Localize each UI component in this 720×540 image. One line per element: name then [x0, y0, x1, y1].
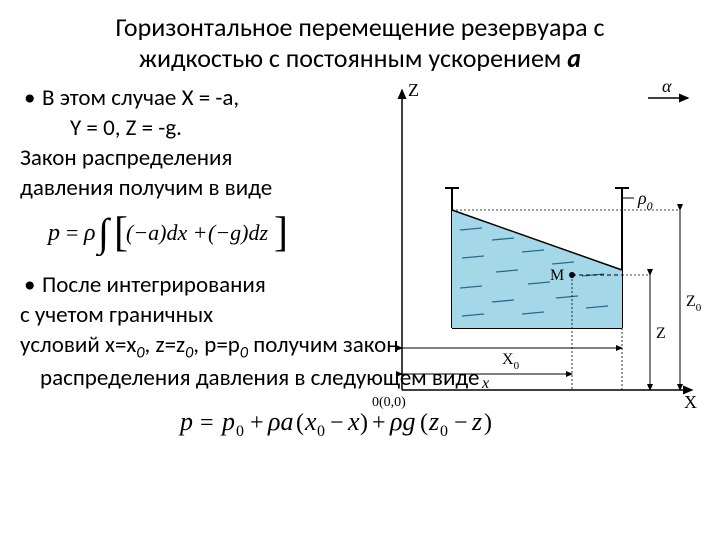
f1-t1: (−a)dx	[126, 220, 187, 245]
tank-diagram: Z X 0(0,0) α ρ0 M X	[372, 80, 702, 420]
z-axis-label: Z	[408, 80, 419, 100]
svg-text:x: x	[347, 407, 360, 436]
origin-label: 0(0,0)	[372, 395, 406, 410]
svg-text:0: 0	[440, 423, 448, 440]
x-axis-label: X	[684, 392, 697, 412]
x0-label: X0	[502, 351, 520, 372]
f1-rho: ρ	[83, 220, 96, 246]
title-line2: жидкостью с постоянным ускорением	[139, 42, 567, 74]
svg-text:−: −	[330, 410, 344, 436]
title-line1: Горизонтальное перемещение резервуара с	[116, 11, 605, 43]
svg-text:x: x	[304, 407, 317, 436]
svg-text:): )	[360, 410, 368, 436]
svg-text:+: +	[250, 410, 264, 436]
f1-t2: (−g)dz	[208, 220, 268, 245]
svg-text:(: (	[296, 410, 304, 436]
f1-eq: =	[66, 220, 78, 245]
title-accel: a	[567, 42, 581, 74]
z-label: Z	[656, 325, 666, 342]
slide-title: Горизонтальное перемещение резервуара с …	[20, 12, 700, 74]
svg-text:0: 0	[317, 423, 325, 440]
z0-label: Z0	[686, 293, 702, 314]
rho0-label: ρ0	[637, 188, 653, 213]
svg-text:ρa: ρa	[267, 407, 293, 436]
m-label: M	[550, 267, 564, 284]
x-label: x	[481, 375, 489, 392]
f1-p: p	[46, 220, 60, 246]
svg-text:p: p	[220, 407, 235, 436]
f1-rb: ]	[274, 210, 288, 256]
fluid-fill	[452, 210, 622, 328]
f1-int: ∫	[95, 210, 112, 256]
svg-text:0: 0	[236, 423, 244, 440]
f1-plus: +	[194, 220, 206, 245]
svg-text:=: =	[200, 410, 214, 436]
alpha-label: α	[662, 80, 672, 96]
svg-text:p: p	[178, 407, 193, 436]
